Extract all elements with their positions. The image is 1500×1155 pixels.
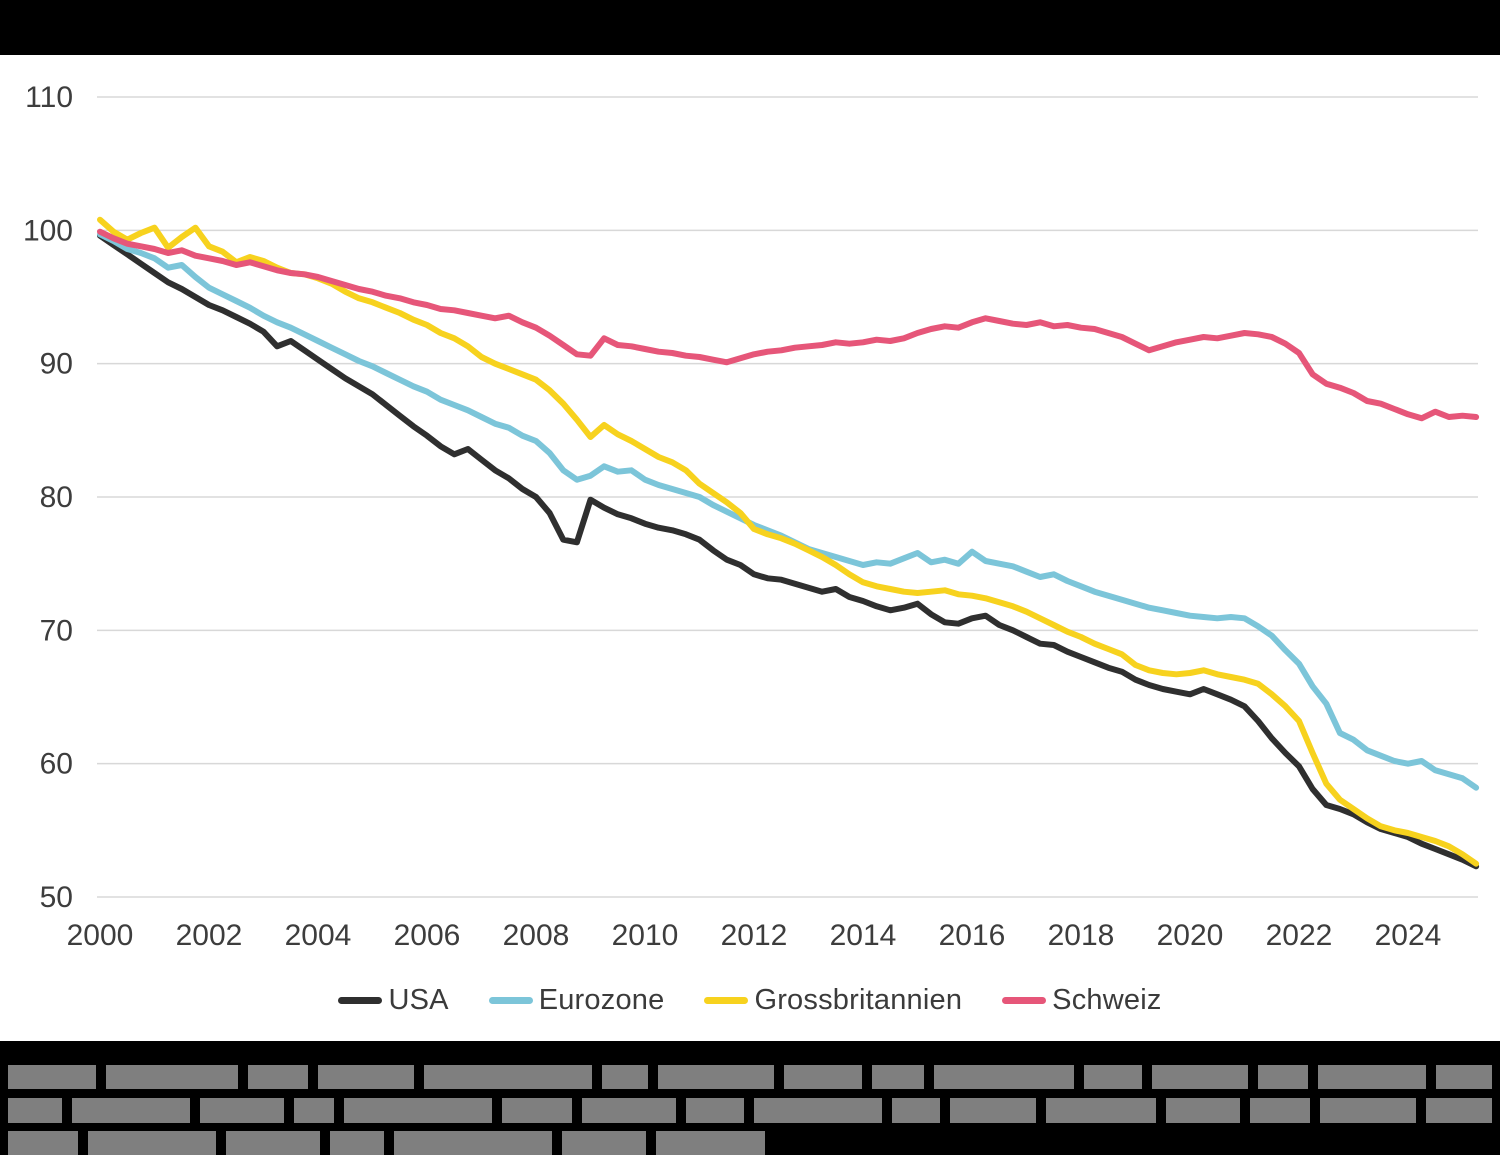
redacted-word-block (582, 1098, 676, 1123)
redacted-word-block (892, 1098, 940, 1123)
usa-line-swatch (338, 997, 383, 1004)
x-tick-label: 2000 (67, 919, 134, 952)
eurozone-line-swatch (488, 997, 533, 1004)
redacted-word-block (1258, 1065, 1308, 1089)
redacted-word-block (658, 1065, 774, 1089)
top-black-bar (0, 0, 1500, 55)
legend-item-schweiz: Schweiz (1002, 984, 1161, 1017)
redacted-word-block (872, 1065, 924, 1089)
redacted-word-block (106, 1065, 238, 1089)
redacted-word-block (1166, 1098, 1240, 1123)
redacted-word-block (88, 1131, 216, 1155)
x-tick-label: 2018 (1048, 919, 1115, 952)
redacted-word-block (8, 1065, 96, 1089)
legend-label-usa: USA (388, 984, 449, 1016)
y-tick-label: 60 (40, 748, 73, 781)
redacted-word-block (8, 1131, 78, 1155)
series-line-eurozone (97, 231, 1480, 791)
redacted-word-block (502, 1098, 572, 1123)
redacted-word-block (1318, 1065, 1426, 1089)
legend-label-schweiz: Schweiz (1052, 984, 1162, 1016)
redacted-word-block (200, 1098, 284, 1123)
redacted-word-block (784, 1065, 862, 1089)
x-tick-label: 2016 (939, 919, 1006, 952)
y-axis-tick-labels: 50 60 70 80 90 100 110 (23, 81, 73, 914)
redacted-word-block (754, 1098, 882, 1123)
redacted-word-block (656, 1131, 765, 1155)
x-tick-label: 2014 (830, 919, 897, 952)
redacted-word-block (1084, 1065, 1142, 1089)
legend-label-grossbritannien: Grossbritannien (754, 984, 963, 1016)
redacted-word-block (950, 1098, 1036, 1123)
redacted-word-block (248, 1065, 308, 1089)
x-tick-label: 2024 (1375, 919, 1442, 952)
chart-area: 50 60 70 80 90 100 110 2000 2002 2004 2006 2008 201… (0, 55, 1500, 960)
redacted-text-row (8, 1131, 1500, 1155)
y-tick-label: 50 (40, 881, 73, 914)
legend-item-usa: USA (338, 984, 448, 1017)
grossbritannien-line-swatch (704, 997, 749, 1004)
redacted-word-block (934, 1065, 1074, 1089)
gridlines (97, 96, 1478, 898)
redacted-word-block (1320, 1098, 1416, 1123)
redacted-word-block (686, 1098, 744, 1123)
y-tick-label: 110 (25, 81, 73, 114)
redacted-word-block (226, 1131, 320, 1155)
x-tick-label: 2010 (612, 919, 679, 952)
redacted-word-block (1250, 1098, 1310, 1123)
redacted-word-block (294, 1098, 334, 1123)
redacted-word-block (424, 1065, 592, 1089)
line-chart: 50 60 70 80 90 100 110 2000 2002 2004 2006 2008 201… (23, 81, 1480, 952)
series-lines (97, 216, 1480, 870)
legend-item-eurozone: Eurozone (488, 984, 665, 1017)
x-tick-label: 2012 (721, 919, 788, 952)
x-tick-label: 2022 (1266, 919, 1333, 952)
redacted-source-caption (0, 1041, 1500, 1155)
x-tick-label: 2002 (176, 919, 243, 952)
y-tick-label: 80 (40, 481, 73, 514)
redacted-word-block (1152, 1065, 1248, 1089)
x-tick-label: 2020 (1157, 919, 1224, 952)
redacted-word-block (562, 1131, 646, 1155)
y-tick-label: 70 (40, 614, 73, 647)
x-tick-label: 2008 (503, 919, 570, 952)
redacted-word-block (344, 1098, 492, 1123)
redacted-text-row (8, 1065, 1500, 1089)
series-line-usa (97, 232, 1480, 870)
redacted-word-block (394, 1131, 552, 1155)
redacted-word-block (318, 1065, 414, 1089)
y-tick-label: 100 (23, 214, 73, 247)
chart-legend: USA Eurozone Grossbritannien Schweiz (0, 960, 1500, 1041)
series-line-grossbritannien (97, 216, 1480, 867)
schweiz-line-swatch (1002, 997, 1047, 1004)
redacted-word-block (1426, 1098, 1492, 1123)
redacted-word-block (1046, 1098, 1156, 1123)
redacted-word-block (8, 1098, 62, 1123)
redacted-word-block (72, 1098, 190, 1123)
series-line-schweiz (97, 228, 1480, 422)
x-axis-tick-labels: 2000 2002 2004 2006 2008 2010 2012 2014 2016 2018… (67, 919, 1442, 952)
redacted-word-block (1436, 1065, 1492, 1089)
x-tick-label: 2004 (285, 919, 352, 952)
legend-label-eurozone: Eurozone (538, 984, 665, 1016)
x-tick-label: 2006 (394, 919, 461, 952)
legend-item-grossbritannien: Grossbritannien (704, 984, 962, 1017)
redacted-word-block (330, 1131, 384, 1155)
redacted-text-row (8, 1098, 1500, 1123)
redacted-word-block (602, 1065, 648, 1089)
y-tick-label: 90 (40, 348, 73, 381)
